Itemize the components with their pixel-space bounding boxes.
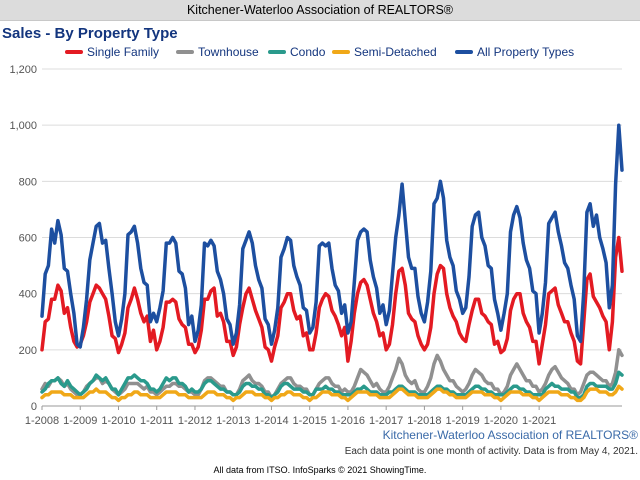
series-line-all-property-types [40, 123, 624, 349]
x-tick-label: 1-2009 [63, 415, 97, 427]
header-bar: Kitchener-Waterloo Association of REALTO… [0, 0, 640, 21]
x-tick-label: 1-2011 [140, 415, 173, 427]
watermark: Kitchener-Waterloo Association of REALTO… [382, 428, 638, 442]
legend-label: Semi-Detached [354, 45, 437, 59]
series-lines [40, 123, 624, 403]
legend-label: Townhouse [198, 45, 259, 59]
x-tick-label: 1-2019 [446, 415, 480, 427]
legend-label: Condo [290, 45, 326, 59]
x-axis: 1-2008 1-2009 1-2010 1-2011 1-2012 1-2013 1-20… [25, 406, 556, 427]
y-tick-label: 1,000 [9, 120, 37, 132]
series-line-townhouse [40, 348, 624, 400]
series-line-single-family [40, 235, 624, 366]
x-tick-label: 1-2013 [216, 415, 250, 427]
x-tick-label: 1-2016 [331, 415, 365, 427]
x-tick-label: 1-2014 [254, 415, 288, 427]
y-tick-label: 1,200 [9, 64, 37, 76]
x-tick-label: 1-2021 [522, 415, 556, 427]
x-tick-label: 1-2008 [25, 415, 59, 427]
header-title: Kitchener-Waterloo Association of REALTO… [186, 3, 454, 17]
x-tick-label: 1-2010 [101, 415, 135, 427]
x-tick-label: 1-2015 [293, 415, 327, 427]
y-tick-label: 0 [31, 401, 37, 413]
grid [42, 68, 622, 407]
y-axis: 0 200 400 600 800 1,000 1,200 [9, 64, 37, 413]
legend-label: All Property Types [477, 45, 574, 59]
legend-label: Single Family [87, 45, 159, 59]
y-tick-label: 800 [19, 176, 37, 188]
footer-credit: All data from ITSO. InfoSparks © 2021 Sh… [213, 465, 427, 475]
series-line-condo [40, 370, 624, 400]
chart-title: Sales - By Property Type [2, 25, 178, 42]
x-tick-label: 1-2018 [407, 415, 441, 427]
y-tick-label: 200 [19, 345, 37, 357]
y-tick-label: 600 [19, 233, 37, 245]
legend: Single Family Townhouse Condo Semi-Detached… [65, 45, 574, 59]
series-line-semi-detached [40, 384, 624, 403]
x-tick-label: 1-2020 [484, 415, 518, 427]
y-tick-label: 400 [19, 289, 37, 301]
x-tick-label: 1-2012 [178, 415, 212, 427]
data-note: Each data point is one month of activity… [344, 446, 638, 457]
x-tick-label: 1-2017 [369, 415, 403, 427]
